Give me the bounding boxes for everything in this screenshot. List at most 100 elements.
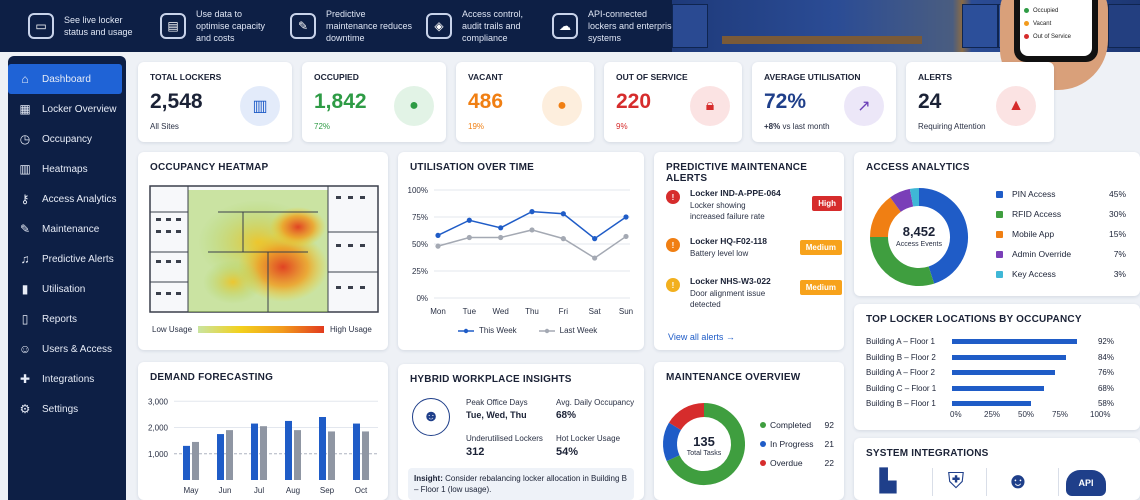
occupancy-heatmap-card: OCCUPANCY HEATMAP (138, 152, 388, 350)
location-bar-fill (952, 339, 1078, 344)
data-point (435, 243, 441, 249)
kpi-card-total-lockers[interactable]: TOTAL LOCKERS 2,548 All Sites ▥ (138, 62, 292, 142)
utilisation-line-chart[interactable]: 0% 25% 50% 75% 100% Mon Tue Wed Thu Fri Sat Sun (398, 180, 644, 320)
banner-item-optimise: ▤ Use data to optimise capacity and cost… (160, 0, 276, 52)
user-icon: ● (542, 86, 582, 126)
sidebar-item-integrations[interactable]: ✚ Integrations (8, 364, 126, 394)
kpi-card-out-of-service[interactable]: OUT OF SERVICE 220 9% 🔒︎ (604, 62, 742, 142)
alert-item[interactable]: ! Locker IND-A-PPE-064 Locker showing in… (666, 188, 842, 228)
banner-item-api: ☁ API-connected lockers and enterprise s… (552, 0, 678, 52)
kpi-value: 220 (616, 90, 652, 113)
view-all-alerts-link[interactable]: View all alerts → (668, 332, 735, 342)
shield-lock-icon[interactable]: ⛨ (947, 468, 965, 493)
location-row[interactable]: Building B – Floor 2 84% (866, 352, 1128, 368)
demand-forecasting-card: DEMAND FORECASTING 1,000 2,000 3,000 May Jun… (138, 362, 388, 500)
maintenance-total-label: Total Tasks (686, 450, 722, 457)
kpi-card-vacant[interactable]: VACANT 486 19% ● (456, 62, 594, 142)
sidebar-item-settings[interactable]: ⚙ Settings (8, 394, 126, 424)
legend-value: 30% (1108, 209, 1126, 219)
kpi-sub: All Sites (150, 122, 179, 131)
donut-segment (870, 236, 935, 286)
api-cloud-icon[interactable]: API (1066, 470, 1106, 496)
location-row[interactable]: Building B – Floor 1 58% (866, 398, 1128, 414)
x-tick-label: Wed (493, 307, 509, 316)
hot-locker-label: Hot Locker Usage (556, 434, 621, 443)
axis-tick: 25% (984, 410, 1001, 419)
panel-title: HYBRID WORKPLACE INSIGHTS (410, 374, 572, 385)
panel-title: UTILISATION OVER TIME (410, 162, 535, 173)
users-icon[interactable]: ☻☻ (1006, 468, 1030, 500)
alert-item[interactable]: ! Locker HQ-F02-118 Battery level low Me… (666, 236, 842, 276)
donut-segment (663, 422, 682, 462)
phone-legend-vacant: Vacant (1024, 17, 1088, 30)
peak-days-label: Peak Office Days (466, 398, 528, 407)
building-icon[interactable]: ▙ (879, 468, 897, 493)
x-tick-label: Sep (320, 486, 335, 495)
sidebar-item-label: Access Analytics (42, 193, 117, 205)
legend-value: 22 (824, 458, 834, 468)
location-bar-track (952, 354, 1088, 360)
legend-value: 3% (1113, 269, 1126, 279)
legend-this-week: This Week (458, 326, 517, 335)
alert-item[interactable]: ! Locker NHS-W3-022 Door alignment issue… (666, 276, 842, 316)
bell-icon: ♫ (20, 252, 30, 266)
sidebar-item-label: Occupancy (42, 133, 93, 145)
kpi-title: OUT OF SERVICE (616, 72, 688, 82)
sidebar-item-dashboard[interactable]: ⌂ Dashboard (8, 64, 122, 94)
document-icon: ▯ (21, 312, 29, 326)
alert-description: Locker showing increased failure rate (690, 201, 765, 221)
y-tick-label: 0% (416, 294, 428, 303)
bar (294, 430, 301, 480)
legend-label: Key Access (1012, 269, 1056, 279)
users-icon: ☻ (412, 398, 450, 436)
sidebar-item-reports[interactable]: ▯ Reports (8, 304, 126, 334)
phone-legend-occupied: Occupied (1024, 4, 1088, 17)
severity-badge: Medium (799, 240, 842, 255)
sidebar-item-occupancy[interactable]: ◷ Occupancy (8, 124, 126, 154)
kpi-card-average-utilisation[interactable]: AVERAGE UTILISATION 72% +8% vs last mont… (752, 62, 896, 142)
kpi-card-occupied[interactable]: OCCUPIED 1,842 72% ● (302, 62, 446, 142)
heatmap-high-label: High Usage (330, 325, 372, 334)
y-tick-label: 75% (412, 213, 428, 222)
floor-plan-heatmap[interactable] (148, 182, 380, 322)
sidebar-item-label: Reports (42, 313, 78, 325)
location-row[interactable]: Building A – Floor 2 76% (866, 367, 1128, 383)
access-legend-item: Key Access 3% (996, 269, 1126, 289)
insight-bold: Insight: (414, 474, 443, 483)
sidebar-item-label: Dashboard (42, 73, 91, 85)
trend-icon: ↗ (844, 86, 884, 126)
kpi-card-alerts[interactable]: ALERTS 24 Requiring Attention ▲ (906, 62, 1054, 142)
sidebar-item-maintenance[interactable]: ✎ Maintenance (8, 214, 126, 244)
sidebar-item-access-analytics[interactable]: ⚷ Access Analytics (8, 184, 126, 214)
locker-icon: ▥ (240, 86, 280, 126)
kpi-value: 72% (764, 90, 807, 113)
home-icon: ⌂ (21, 72, 29, 86)
sidebar-item-utilisation[interactable]: ▮ Utilisation (8, 274, 126, 304)
sidebar: ⌂ Dashboard ▦ Locker Overview ◷ Occupancy ▥… (8, 56, 126, 500)
panel-title: OCCUPANCY HEATMAP (150, 162, 269, 173)
kpi-sub: 9% (616, 122, 628, 131)
maintenance-donut-chart[interactable] (660, 400, 748, 488)
location-bar-fill (952, 370, 1056, 375)
location-label: Building B – Floor 2 (866, 352, 936, 362)
sidebar-item-users-access[interactable]: ☺ Users & Access (8, 334, 126, 364)
data-point (529, 209, 535, 215)
sidebar-item-heatmaps[interactable]: ▥ Heatmaps (8, 154, 126, 184)
monitor-icon: ▭ (28, 13, 54, 39)
sidebar-item-predictive-alerts[interactable]: ♫ Predictive Alerts (8, 244, 126, 274)
location-value: 92% (1097, 337, 1114, 346)
maintenance-legend-item: In Progress 21 (760, 439, 834, 451)
demand-bar-chart[interactable]: 1,000 2,000 3,000 May Jun Jul Aug Sep Oct (138, 388, 388, 500)
location-label: Building A – Floor 2 (866, 368, 935, 377)
data-point (623, 233, 629, 240)
x-tick-label: May (183, 486, 198, 495)
location-row[interactable]: Building A – Floor 1 92% (866, 336, 1128, 352)
sidebar-item-locker-overview[interactable]: ▦ Locker Overview (8, 94, 126, 124)
predictive-maintenance-alerts-card: PREDICTIVE MAINTENANCE ALERTS ! Locker I… (654, 152, 844, 350)
legend-label: PIN Access (1012, 189, 1056, 199)
location-row[interactable]: Building C – Floor 1 68% (866, 383, 1128, 399)
banner-text: API-connected lockers and enterprise sys… (588, 9, 677, 43)
bar (285, 420, 292, 480)
access-donut-chart[interactable] (866, 184, 972, 290)
kpi-title: OCCUPIED (314, 72, 359, 82)
